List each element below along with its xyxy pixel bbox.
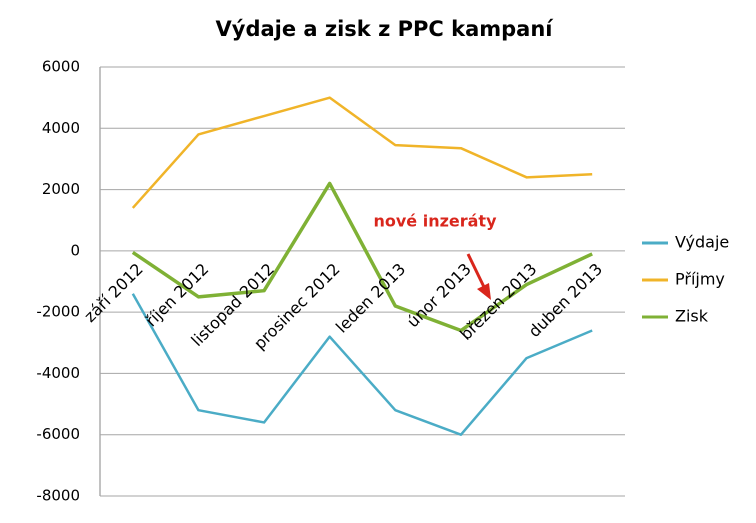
annotation: nové inzeráty — [373, 212, 497, 231]
annotation-arrow — [466, 253, 486, 288]
y-tick-label: -6000 — [36, 425, 80, 443]
y-tick-label: 0 — [70, 241, 80, 259]
legend-label: Zisk — [675, 307, 709, 326]
line — [131, 181, 593, 333]
y-tick-label: -4000 — [36, 364, 80, 382]
y-tick-label: -2000 — [36, 303, 80, 321]
chart-title: Výdaje a zisk z PPC kampaní — [216, 17, 555, 41]
y-tick-label: 4000 — [42, 119, 80, 137]
y-tick-label: 2000 — [42, 180, 80, 198]
y-tick-label: -8000 — [36, 487, 80, 505]
annotation-arrowhead — [477, 283, 491, 300]
legend-label: Příjmy — [675, 270, 725, 289]
y-tick-label: 6000 — [42, 58, 80, 76]
legend-label: Výdaje — [675, 233, 729, 252]
line — [131, 96, 593, 209]
line — [131, 293, 593, 436]
